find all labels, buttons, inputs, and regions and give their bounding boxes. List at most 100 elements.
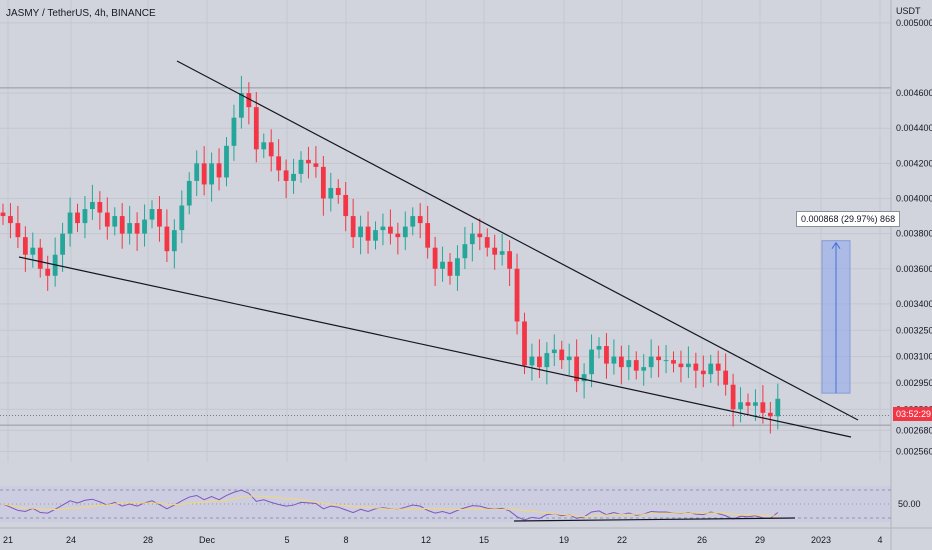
candle-body	[775, 398, 781, 417]
price-tick-label: 0.004600	[896, 88, 932, 98]
candle-body	[514, 268, 520, 322]
candle-body	[499, 251, 505, 255]
candle-body	[708, 363, 714, 375]
time-tick-label: 24	[66, 535, 76, 545]
candle-body	[75, 212, 80, 224]
candle-body	[350, 216, 356, 238]
candle-body	[22, 237, 28, 255]
price-tick-label: 0.003250	[896, 325, 932, 335]
candle-body	[633, 360, 639, 371]
candle-body	[529, 356, 535, 366]
price-tick-label: 0.002680	[896, 425, 932, 435]
candle-body	[60, 233, 65, 255]
candle-body	[320, 166, 326, 199]
candle-body	[522, 321, 527, 366]
candle-body	[149, 209, 155, 220]
candle-body	[648, 356, 654, 368]
candle-body	[484, 237, 490, 248]
price-tick-label: 0.003400	[896, 299, 932, 309]
time-tick-label: 26	[697, 535, 707, 545]
candle-body	[209, 163, 214, 185]
candle-body	[596, 346, 602, 350]
time-tick-label: 2023	[811, 535, 831, 545]
candle-body	[164, 226, 170, 252]
candle-body	[127, 223, 133, 234]
candle-body	[455, 258, 460, 276]
rsi-ma-line	[2, 495, 778, 518]
lower-trendline	[18, 256, 852, 438]
candle-body	[291, 173, 296, 181]
candle-body	[231, 117, 237, 146]
candle-body	[425, 223, 431, 248]
price-tick-label: 0.003100	[896, 352, 932, 362]
price-tick-label: 0.005000	[896, 18, 932, 28]
price-tick-label: 0.003800	[896, 229, 932, 239]
candle-body	[760, 402, 766, 413]
candle-body	[358, 226, 363, 238]
candle-body	[671, 360, 676, 364]
candle-body	[663, 360, 669, 362]
time-tick-label: Dec	[199, 535, 216, 545]
candle-body	[246, 93, 252, 108]
time-tick-label: 21	[3, 535, 13, 545]
candle-body	[67, 212, 73, 234]
measure-label: 0.000868 (29.97%) 868	[796, 210, 901, 227]
candle-body	[373, 230, 378, 241]
candle-body	[283, 170, 289, 181]
upper-trendline	[176, 60, 859, 421]
candle-body	[112, 216, 118, 227]
candle-body	[715, 363, 721, 371]
candle-body	[395, 233, 401, 238]
candle-body	[298, 159, 304, 174]
candle-body	[566, 356, 572, 361]
candle-body	[581, 374, 587, 382]
candle-body	[306, 159, 311, 164]
candle-body	[186, 180, 192, 206]
time-tick-label: 8	[343, 535, 348, 545]
candle-body	[157, 209, 162, 227]
time-tick-label: 28	[143, 535, 153, 545]
candle-body	[432, 247, 438, 269]
candle-body	[440, 261, 445, 269]
time-tick-label: 19	[559, 535, 569, 545]
candle-body	[365, 226, 371, 241]
candle-body	[179, 205, 185, 231]
time-tick-label: 15	[479, 535, 489, 545]
candle-body	[447, 261, 453, 276]
candle-body	[328, 187, 334, 199]
candle-body	[30, 247, 36, 255]
candle-body	[261, 142, 267, 150]
candle-body	[723, 370, 729, 385]
candle-body	[656, 356, 661, 361]
candle-body	[551, 349, 557, 354]
candle-body	[402, 226, 408, 238]
candle-body	[15, 223, 21, 238]
candle-body	[104, 212, 110, 227]
candle-body	[8, 216, 13, 224]
candle-body	[410, 216, 416, 227]
candle-body	[90, 202, 95, 210]
candle-body	[0, 212, 6, 217]
candle-body	[730, 384, 736, 410]
time-tick-label: 29	[755, 535, 765, 545]
candle-body	[224, 145, 229, 178]
candle-body	[201, 163, 207, 185]
candle-body	[253, 107, 259, 150]
candle-body	[268, 142, 274, 157]
candle-body	[343, 194, 349, 217]
candle-body	[492, 247, 498, 255]
candle-body	[753, 402, 758, 406]
measure-arrow-head	[831, 241, 841, 249]
candle-body	[462, 244, 468, 259]
price-tick-label: 0.004000	[896, 194, 932, 204]
time-tick-label: 5	[284, 535, 289, 545]
candle-body	[686, 363, 691, 368]
candle-body	[544, 353, 550, 368]
candle-body	[589, 349, 594, 375]
candle-body	[37, 247, 43, 269]
price-tick-label: 0.003600	[896, 264, 932, 274]
symbol-title: JASMY / TetherUS, 4h, BINANCE	[6, 8, 156, 19]
